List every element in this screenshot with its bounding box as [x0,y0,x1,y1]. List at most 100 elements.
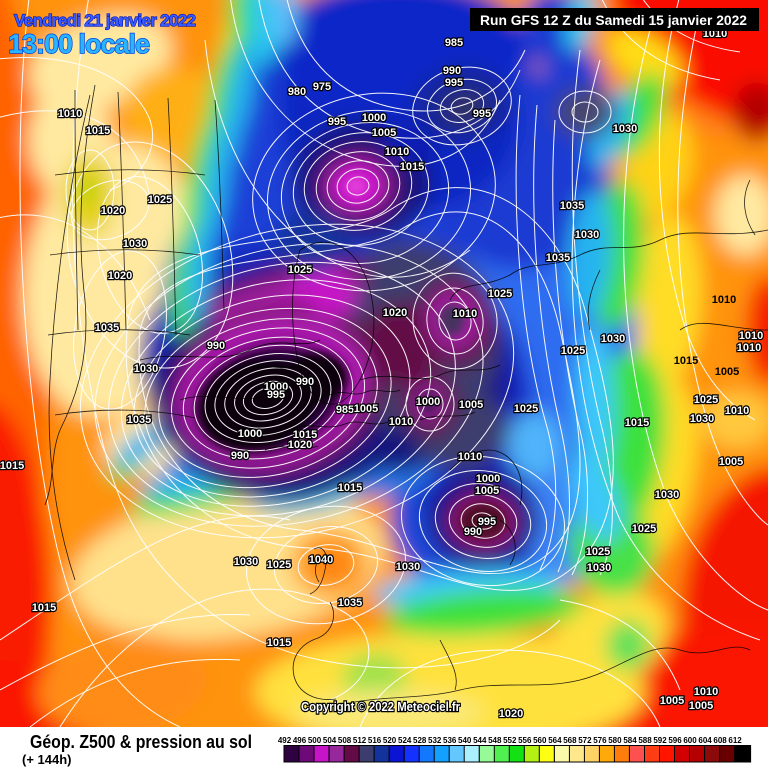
svg-text:1005: 1005 [689,700,713,712]
svg-text:524: 524 [398,736,412,745]
svg-text:1015: 1015 [267,637,291,649]
svg-text:508: 508 [338,736,352,745]
svg-text:1025: 1025 [561,345,585,357]
svg-text:540: 540 [458,736,472,745]
svg-text:528: 528 [413,736,427,745]
svg-text:572: 572 [578,736,592,745]
svg-text:1020: 1020 [383,307,407,319]
svg-text:532: 532 [428,736,442,745]
svg-text:1025: 1025 [288,264,312,276]
svg-text:1005: 1005 [715,366,739,378]
svg-text:1020: 1020 [499,708,523,720]
svg-text:1025: 1025 [632,523,656,535]
svg-text:1035: 1035 [338,597,362,609]
svg-text:995: 995 [328,116,346,128]
svg-text:990: 990 [296,376,314,388]
svg-text:584: 584 [623,736,637,745]
svg-text:1030: 1030 [655,489,679,501]
svg-text:1030: 1030 [234,556,258,568]
svg-text:1000: 1000 [238,428,262,440]
svg-text:1000: 1000 [362,112,386,124]
svg-text:1030: 1030 [587,562,611,574]
svg-text:1000: 1000 [264,381,288,393]
svg-text:1025: 1025 [586,546,610,558]
svg-text:588: 588 [638,736,652,745]
svg-text:995: 995 [267,389,285,401]
svg-text:13:00 locale: 13:00 locale [8,29,150,59]
svg-text:1030: 1030 [134,363,158,375]
svg-text:975: 975 [313,81,331,93]
svg-text:Run GFS 12 Z du Samedi 15 janv: Run GFS 12 Z du Samedi 15 janvier 2022 [480,12,747,28]
svg-text:560: 560 [533,736,547,745]
svg-text:512: 512 [353,736,367,745]
svg-text:608: 608 [713,736,727,745]
svg-text:1030: 1030 [690,413,714,425]
svg-text:1020: 1020 [108,270,132,282]
svg-text:596: 596 [668,736,682,745]
svg-text:1010: 1010 [58,108,82,120]
svg-text:1040: 1040 [309,554,333,566]
svg-text:990: 990 [464,526,482,538]
svg-text:568: 568 [563,736,577,745]
svg-text:536: 536 [443,736,457,745]
svg-text:556: 556 [518,736,532,745]
svg-text:1015: 1015 [0,460,24,472]
svg-text:544: 544 [473,736,487,745]
svg-text:Copyright © 2022 Meteociel.fr: Copyright © 2022 Meteociel.fr [301,700,460,714]
svg-text:1000: 1000 [416,396,440,408]
svg-text:1035: 1035 [95,322,119,334]
svg-text:1025: 1025 [267,559,291,571]
svg-text:612: 612 [728,736,742,745]
svg-text:492: 492 [278,736,292,745]
svg-text:580: 580 [608,736,622,745]
svg-text:516: 516 [368,736,382,745]
svg-text:604: 604 [698,736,712,745]
svg-text:1035: 1035 [546,252,570,264]
svg-text:1025: 1025 [488,288,512,300]
svg-text:1010: 1010 [737,342,761,354]
svg-text:985: 985 [336,404,354,416]
svg-text:520: 520 [383,736,397,745]
svg-text:1000: 1000 [476,473,500,485]
svg-text:990: 990 [231,450,249,462]
svg-text:1010: 1010 [453,308,477,320]
svg-text:592: 592 [653,736,667,745]
svg-text:1035: 1035 [127,414,151,426]
svg-text:1015: 1015 [674,355,698,367]
svg-text:576: 576 [593,736,607,745]
svg-text:Vendredi 21 janvier 2022: Vendredi 21 janvier 2022 [14,11,196,30]
svg-text:1005: 1005 [372,127,396,139]
svg-text:1005: 1005 [475,485,499,497]
svg-text:980: 980 [288,86,306,98]
svg-text:1005: 1005 [354,403,378,415]
svg-text:990: 990 [443,65,461,77]
svg-text:Géop. Z500 & pression au sol: Géop. Z500 & pression au sol [30,732,252,752]
svg-text:1010: 1010 [712,294,736,306]
svg-text:1010: 1010 [725,405,749,417]
svg-text:564: 564 [548,736,562,745]
svg-text:1020: 1020 [288,439,312,451]
svg-text:1030: 1030 [396,561,420,573]
svg-text:500: 500 [308,736,322,745]
svg-text:1005: 1005 [660,695,684,707]
svg-text:1035: 1035 [560,200,584,212]
svg-text:1010: 1010 [458,451,482,463]
svg-text:1010: 1010 [739,330,763,342]
svg-text:985: 985 [445,37,463,49]
svg-text:1015: 1015 [32,602,56,614]
svg-text:1025: 1025 [694,394,718,406]
svg-text:1025: 1025 [514,403,538,415]
svg-text:1010: 1010 [389,416,413,428]
svg-text:1025: 1025 [148,194,172,206]
svg-text:1030: 1030 [613,123,637,135]
svg-text:995: 995 [478,516,496,528]
svg-text:1010: 1010 [385,146,409,158]
svg-text:1030: 1030 [601,333,625,345]
svg-text:504: 504 [323,736,337,745]
svg-text:995: 995 [445,77,463,89]
svg-text:1030: 1030 [123,238,147,250]
svg-text:1005: 1005 [459,399,483,411]
svg-text:1005: 1005 [719,456,743,468]
svg-text:548: 548 [488,736,502,745]
svg-text:990: 990 [207,340,225,352]
